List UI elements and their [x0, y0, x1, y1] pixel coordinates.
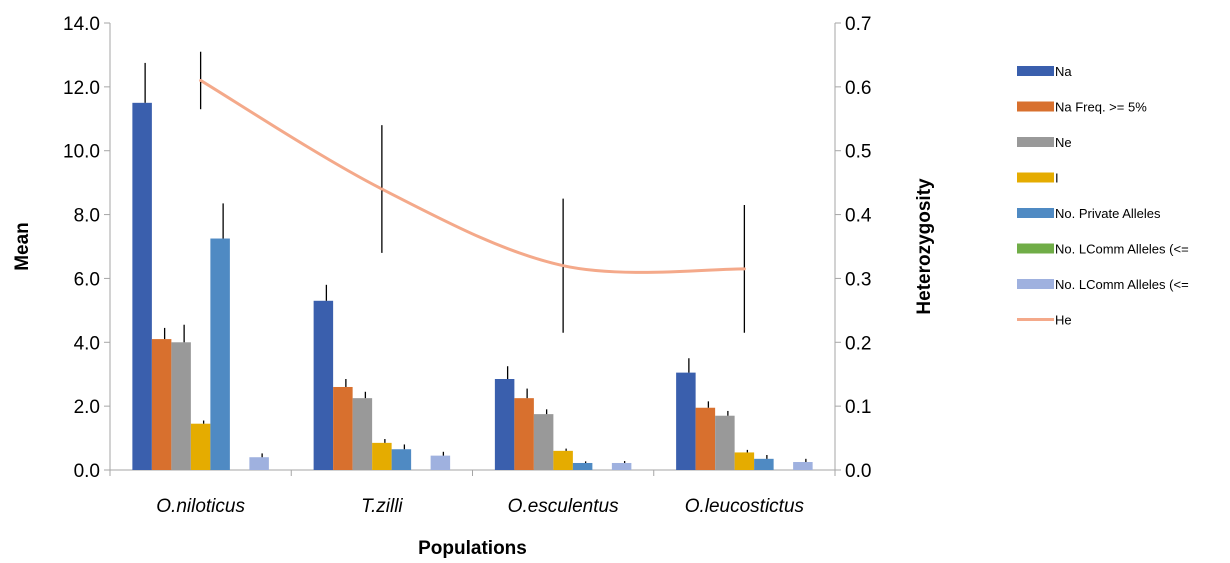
bar — [352, 398, 373, 470]
legend-label: Ne — [1055, 135, 1072, 150]
bar — [793, 462, 813, 470]
bar — [715, 415, 735, 470]
y-tick-label: 0.0 — [74, 461, 100, 482]
he-point — [561, 264, 565, 268]
y2-tick-label: 0.4 — [845, 206, 872, 227]
legend-label: He — [1055, 313, 1072, 328]
y2-tick-label: 0.6 — [845, 78, 871, 99]
legend-label: No. LComm Alleles (<= — [1055, 277, 1189, 292]
y2-axis-title: Heterozygosity — [914, 178, 935, 315]
bar — [391, 449, 412, 470]
legend-label: No. LComm Alleles (<= — [1055, 242, 1189, 257]
bar — [494, 379, 515, 470]
x-axis-categories: O.niloticus T.zilli O.esculentus O.leucosti… — [109, 470, 836, 517]
bar — [333, 386, 353, 470]
x-category-label: T.zilli — [361, 496, 403, 517]
bar — [430, 455, 451, 470]
legend: Na Na Freq. >= 5% Ne I No. Private Alleles No… — [1017, 64, 1189, 328]
x-axis-title: Populations — [418, 538, 527, 559]
legend-label: Na Freq. >= 5% — [1055, 100, 1147, 115]
legend-label: I — [1055, 171, 1059, 186]
bar — [734, 452, 755, 470]
he-point — [380, 187, 384, 191]
y2-tick-label: 0.0 — [845, 461, 871, 482]
legend-label: No. Private Alleles — [1055, 206, 1161, 221]
y-tick-label: 10.0 — [63, 142, 100, 163]
bar — [514, 398, 534, 470]
legend-swatch — [1017, 137, 1054, 147]
bar — [676, 372, 696, 470]
bar — [210, 238, 230, 470]
he-point — [199, 78, 203, 82]
bar — [695, 407, 716, 470]
legend-swatch — [1017, 279, 1054, 289]
y-tick-label: 8.0 — [74, 206, 100, 227]
bar — [754, 458, 774, 470]
legend-label: Na — [1055, 64, 1072, 79]
bar — [313, 300, 334, 470]
y2-tick-label: 0.3 — [845, 269, 871, 290]
he-point — [742, 267, 746, 271]
bar — [611, 462, 632, 470]
bar — [151, 339, 172, 470]
legend-swatch — [1017, 66, 1054, 76]
y-tick-label: 14.0 — [63, 14, 100, 35]
bar — [372, 442, 392, 470]
y-tick-label: 6.0 — [74, 269, 100, 290]
x-category-label: O.esculentus — [508, 496, 619, 517]
y-axis-title: Mean — [12, 222, 33, 271]
x-category-label: O.niloticus — [156, 496, 245, 517]
y-axis-ticks: 0.0 2.0 4.0 6.0 8.0 10.0 12.0 14.0 — [63, 14, 110, 482]
legend-swatch — [1017, 243, 1054, 254]
legend-swatch — [1017, 101, 1054, 112]
y2-tick-label: 0.1 — [845, 397, 871, 418]
y-tick-label: 4.0 — [74, 333, 100, 354]
bar — [132, 102, 152, 471]
bar — [171, 342, 191, 470]
bar — [533, 414, 554, 470]
bar — [190, 423, 211, 470]
x-category-label: O.leucostictus — [685, 496, 805, 517]
line-layer — [199, 51, 746, 333]
he-line — [199, 79, 745, 274]
y2-axis-ticks: 0.0 0.1 0.2 0.3 0.4 0.5 0.6 0.7 — [835, 14, 872, 482]
y-tick-label: 12.0 — [63, 78, 100, 99]
y-tick-label: 2.0 — [74, 397, 100, 418]
legend-swatch — [1017, 208, 1054, 218]
bar — [572, 462, 593, 470]
y2-tick-label: 0.7 — [845, 14, 871, 35]
y2-tick-label: 0.5 — [845, 142, 871, 163]
bar-error-bars — [144, 62, 807, 463]
y2-tick-label: 0.2 — [845, 333, 871, 354]
bar — [553, 450, 573, 470]
bar — [249, 457, 269, 470]
legend-swatch — [1017, 172, 1054, 183]
bars — [132, 102, 813, 471]
